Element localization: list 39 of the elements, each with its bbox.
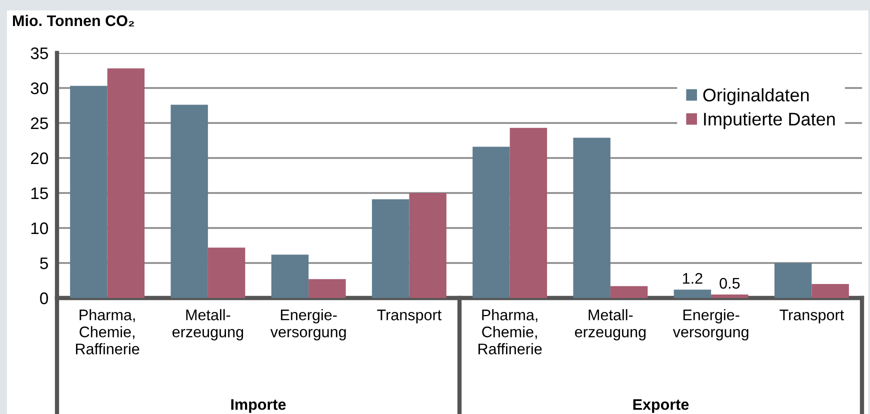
x-tick-label: Pharma, Chemie, Raffinerie: [478, 309, 542, 354]
y-tick-label: 30: [30, 82, 48, 94]
x-tick-label: Pharma, Chemie, Raffinerie: [76, 309, 140, 354]
y-tick-label: 35: [30, 47, 48, 60]
bar: [208, 248, 246, 298]
bar: [170, 104, 208, 298]
x-tick-label: Energie- versorgung: [270, 309, 346, 340]
y-tick-label: 15: [31, 188, 48, 200]
bar: [510, 128, 548, 298]
x-tick-label: Energie- versorgung: [672, 309, 748, 340]
bar: [472, 146, 510, 298]
data-label: 1.2: [682, 272, 702, 284]
x-tick-label: Transport: [780, 310, 844, 324]
bar: [308, 279, 346, 298]
x-tick-label: Metall- erzeugung: [574, 309, 646, 340]
y-tick-label: 20: [30, 152, 48, 164]
y-tick-label: 10: [31, 222, 48, 234]
bar: [711, 294, 748, 298]
legend-label: Imputierte Daten: [704, 112, 835, 130]
bar: [70, 86, 108, 298]
bar: [271, 254, 309, 298]
bar: [372, 199, 410, 298]
bar: [610, 286, 648, 298]
x-tick-label: Transport: [377, 310, 442, 324]
bar: [409, 193, 446, 298]
x-tick-label: Metall- erzeugung: [172, 309, 244, 340]
bar: [573, 138, 610, 298]
bar: [674, 290, 712, 298]
bar: [812, 284, 849, 298]
y-axis-title: Mio. Tonnen CO₂: [13, 14, 134, 26]
text: Importe: [231, 399, 286, 413]
data-label: 0.5: [720, 278, 740, 289]
bar: [107, 68, 145, 298]
y-tick-label: 25: [30, 117, 48, 130]
legend-label: Originaldaten: [703, 88, 809, 106]
text: Exporte: [633, 399, 689, 413]
bar: [774, 263, 812, 298]
y-tick-label: 5: [40, 258, 48, 270]
y-tick-label: 0: [40, 292, 48, 304]
